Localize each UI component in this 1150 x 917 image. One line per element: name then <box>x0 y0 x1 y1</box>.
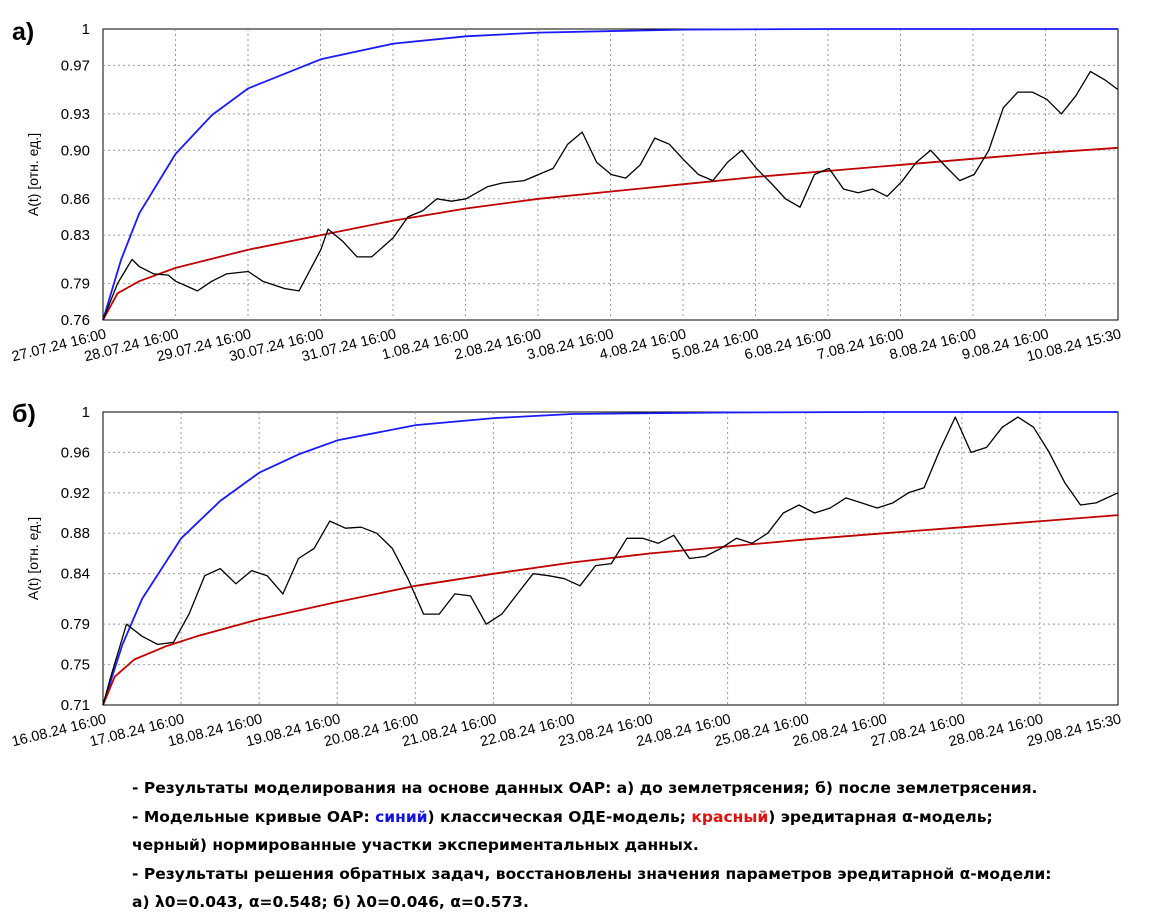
y-tick-label: 0.83 <box>61 227 90 244</box>
legend-red-label: красный <box>691 807 769 826</box>
note-line-2: - Модельные кривые ОАР: синий) классичес… <box>132 803 1132 832</box>
y-tick-label: 0.88 <box>61 525 90 542</box>
note-line-2-part-b: ) классическая ОДЕ-модель; <box>427 807 692 826</box>
legend-blue-label: синий <box>375 807 428 826</box>
y-tick-label: 0.71 <box>61 697 90 714</box>
panel-label: а) <box>12 18 34 46</box>
series-blue-line <box>102 411 1118 706</box>
note-line-4: - Результаты решения обратных задач, вос… <box>132 864 1052 883</box>
note-line-1: - Результаты моделирования на основе дан… <box>132 779 1038 797</box>
caption-notes: - Результаты моделирования на основе дан… <box>132 774 1132 917</box>
series-red-line <box>102 514 1119 706</box>
note-line-2-part-c: ) эредитарная α-модель; <box>768 807 993 826</box>
series-red-line <box>102 146 1119 321</box>
y-tick-label: 0.75 <box>61 657 90 674</box>
y-axis-label: A(t) [отн. ед.] <box>25 517 41 600</box>
y-tick-label: 0.76 <box>61 312 90 329</box>
note-line-2-part-a: - Модельные кривые ОАР: <box>132 807 376 826</box>
panel-label: б) <box>12 400 36 428</box>
y-tick-label: 0.96 <box>61 444 90 461</box>
series-black-line <box>102 416 1119 706</box>
y-tick-label: 0.93 <box>61 106 90 123</box>
y-tick-label: 0.84 <box>61 566 90 583</box>
note-line-5: а) λ0=0.043, α=0.548; б) λ0=0.046, α=0.5… <box>132 893 529 911</box>
y-tick-label: 0.79 <box>61 616 90 633</box>
y-tick-label: 1 <box>82 21 90 38</box>
series-black-line <box>102 70 1119 321</box>
y-tick-label: 0.92 <box>61 485 90 502</box>
y-tick-label: 0.97 <box>61 57 90 74</box>
note-line-3: черный) нормированные участки эксперимен… <box>132 836 699 854</box>
y-tick-label: 1 <box>82 404 90 421</box>
y-tick-label: 0.79 <box>61 276 90 293</box>
y-axis-label: A(t) [отн. ед.] <box>25 133 41 216</box>
series-blue-line <box>102 28 1118 321</box>
y-tick-label: 0.90 <box>61 142 90 159</box>
y-tick-label: 0.86 <box>61 191 90 208</box>
